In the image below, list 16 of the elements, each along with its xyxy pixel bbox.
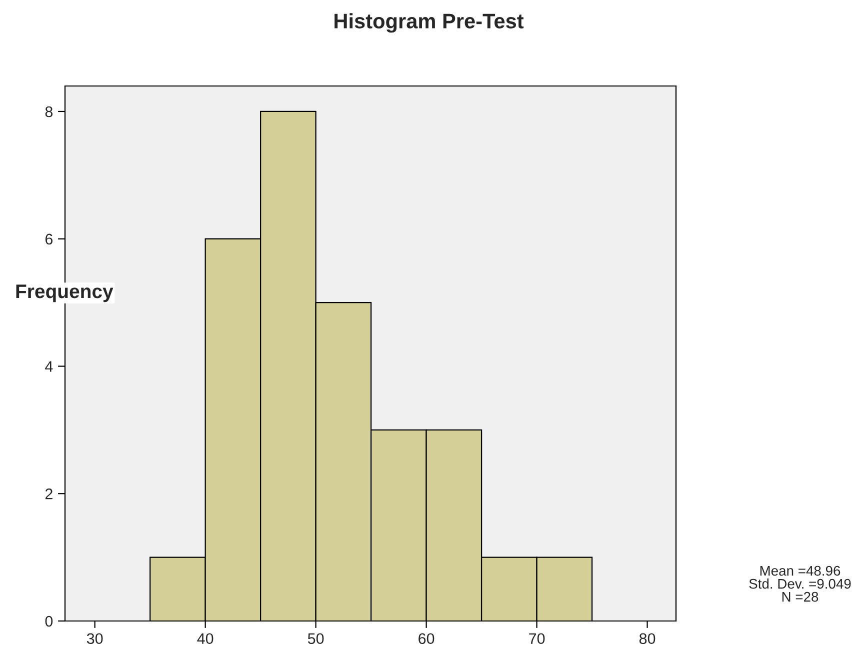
chart-title: Histogram Pre-Test (334, 13, 524, 33)
y-tick-label: 8 (45, 106, 53, 118)
y-tick-label: 4 (45, 361, 53, 372)
x-tick-label: 30 (86, 633, 103, 644)
y-axis-title: Frequency (16, 284, 114, 302)
y-tick-label: 2 (45, 488, 52, 500)
text: N =28 (782, 592, 818, 602)
x-tick-label: 60 (418, 633, 434, 644)
y-tick-label: 0 (45, 616, 53, 627)
text: Std. Dev. =9.049 (749, 578, 851, 589)
x-tick-label: 40 (197, 633, 214, 644)
y-tick-label: 6 (45, 234, 53, 245)
text: Mean =48.96 (760, 566, 840, 576)
x-tick-label: 80 (639, 633, 656, 644)
x-tick-label: 50 (308, 633, 324, 644)
x-tick-label: 70 (529, 633, 545, 644)
